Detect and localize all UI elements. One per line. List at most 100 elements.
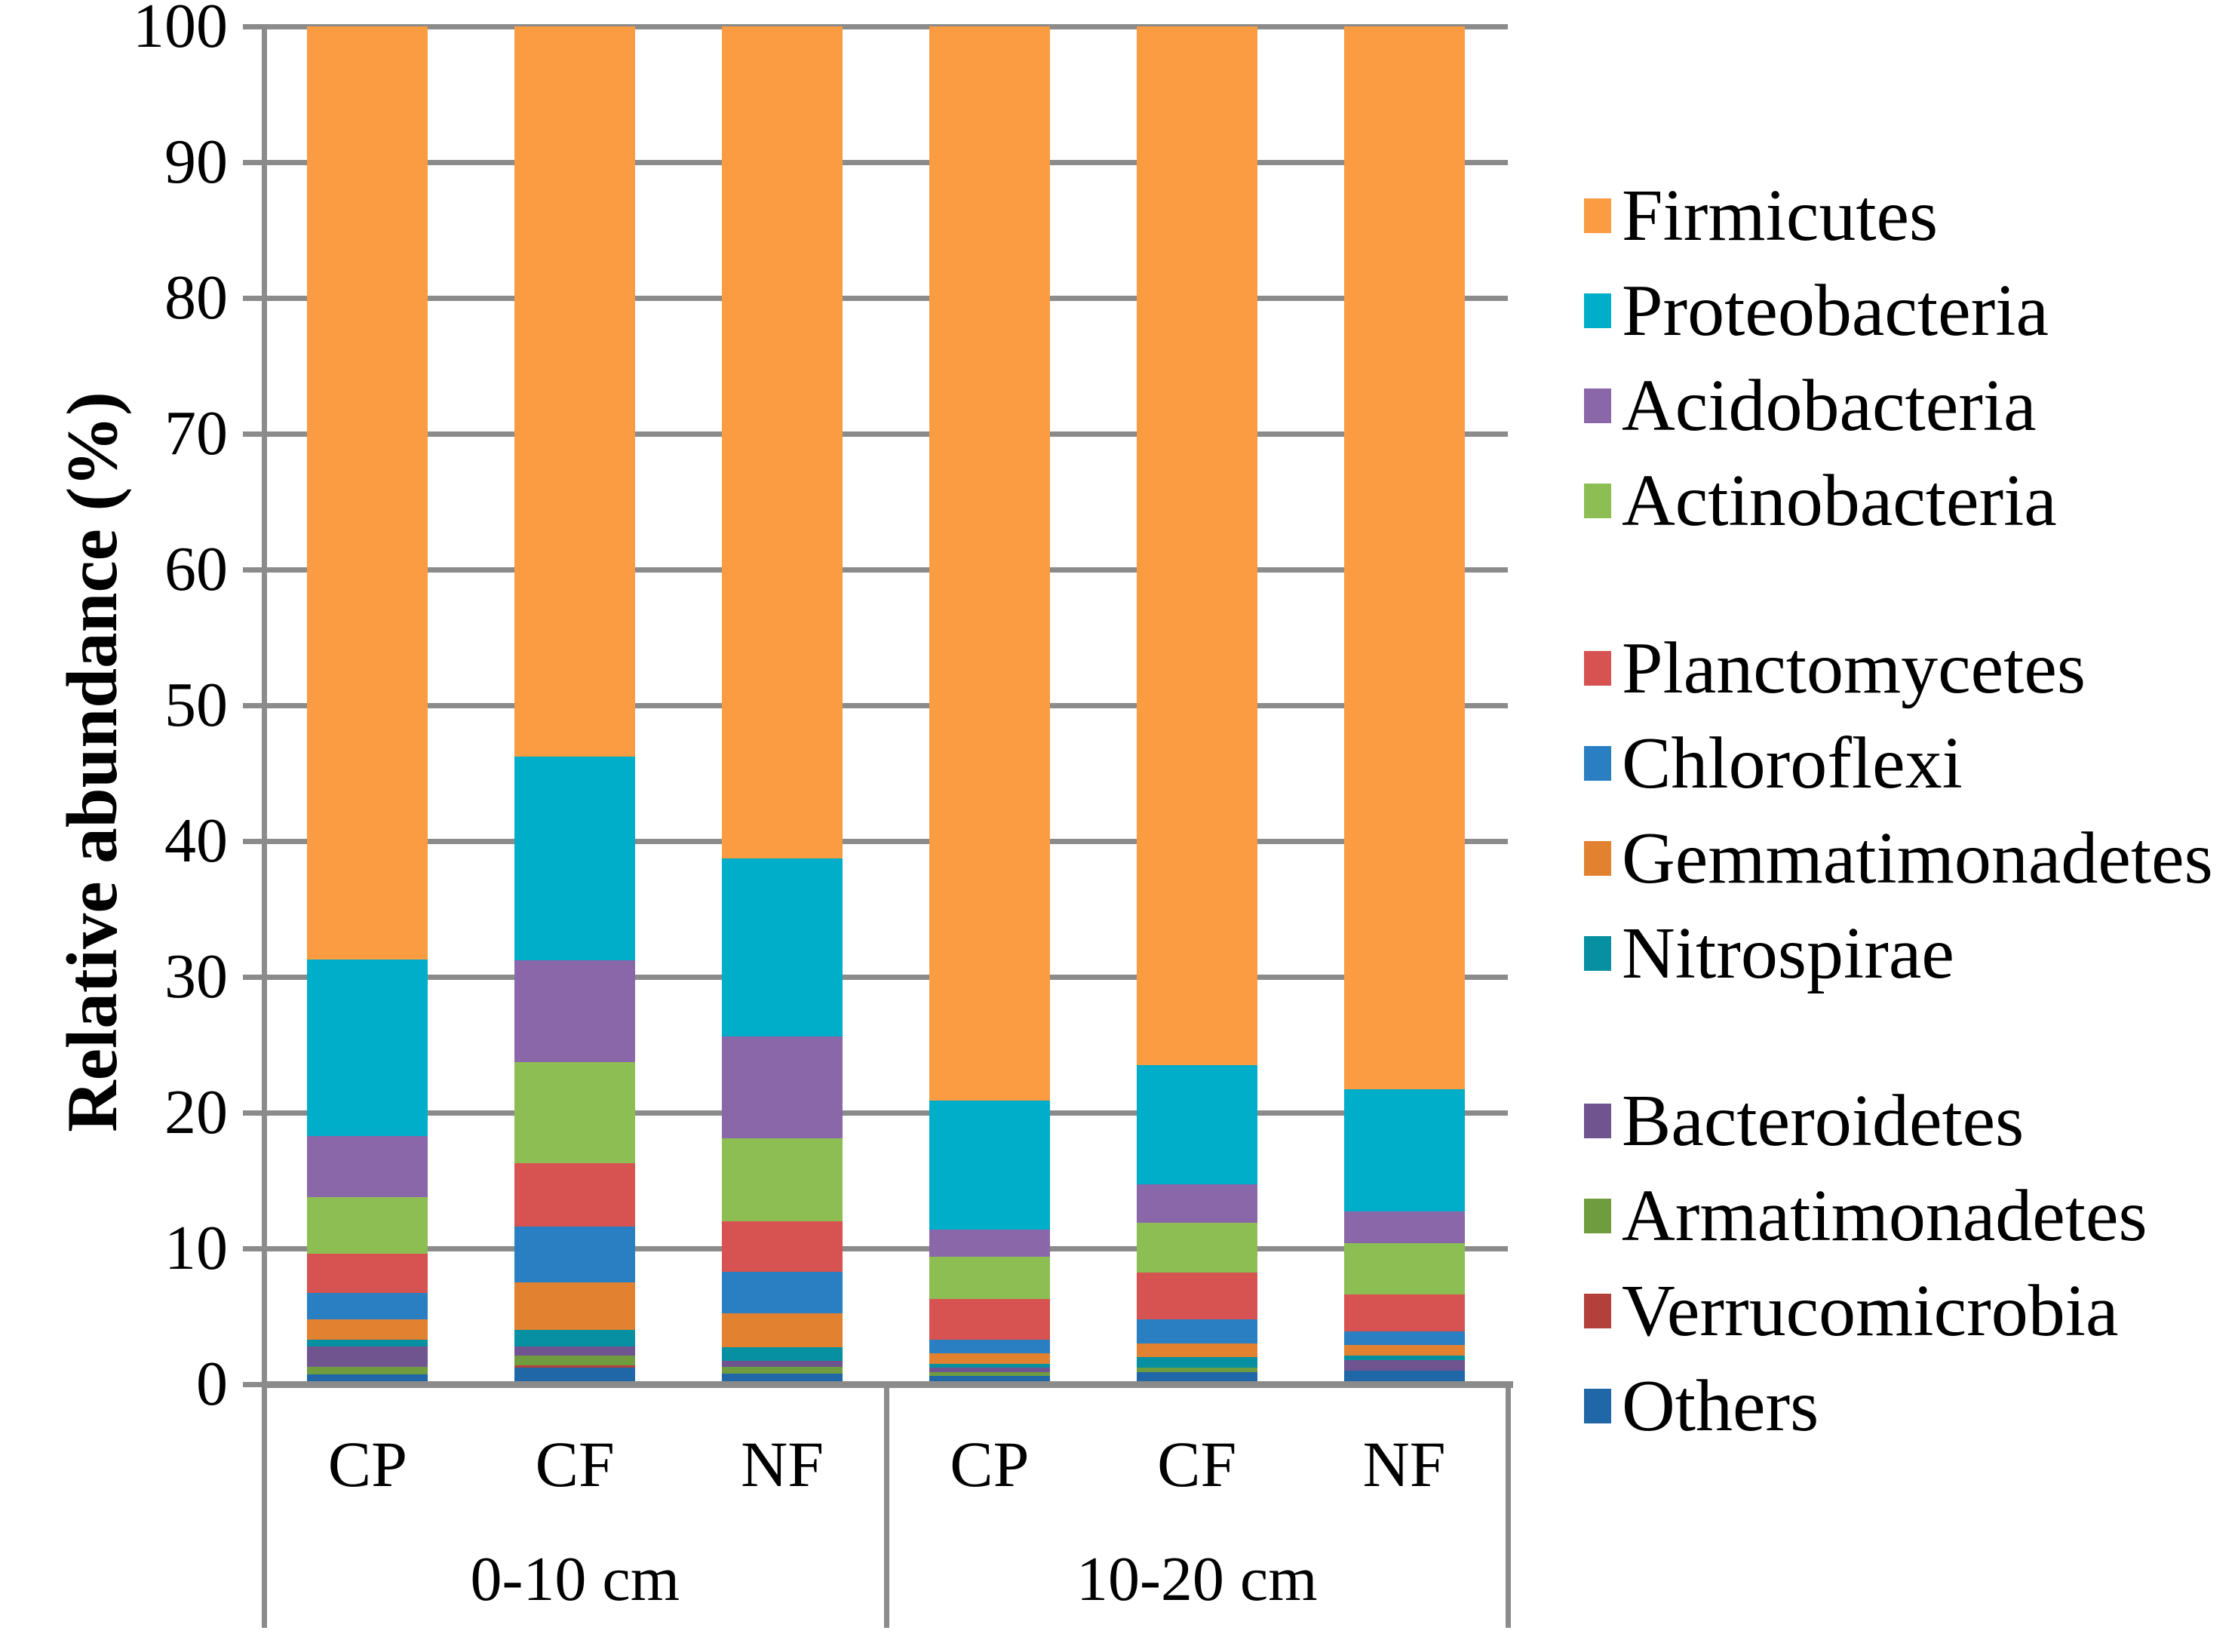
bar-segment-nitrospirae	[1343, 1356, 1465, 1360]
bar-segment-chloroflexi	[1343, 1331, 1465, 1345]
y-tick-mark-90	[243, 160, 266, 165]
legend-label-nitrospirae: Nitrospirae	[1622, 913, 1954, 994]
bar-segment-gemmatimonadetes	[929, 1353, 1050, 1365]
bar-segment-firmicutes	[722, 26, 843, 859]
y-tick-mark-20	[243, 1110, 266, 1116]
separator-line-1	[1506, 1384, 1511, 1628]
y-tick-label-50: 50	[164, 670, 228, 740]
bar-segment-proteobacteria	[722, 858, 843, 1037]
bar-segment-chloroflexi	[929, 1339, 1050, 1353]
bar-segment-armatimonadetes	[929, 1371, 1050, 1377]
legend-swatch-gemmatimonadetes	[1584, 841, 1611, 876]
legend-swatch-others	[1584, 1389, 1611, 1423]
legend-entry-planctomycetes: Planctomycetes	[1584, 621, 2213, 716]
bar-segment-firmicutes	[1136, 26, 1257, 1066]
bar-segment-planctomycetes	[1136, 1273, 1257, 1319]
bar-segment-proteobacteria	[1343, 1089, 1465, 1212]
bar-segment-planctomycetes	[929, 1298, 1050, 1340]
x-category-label-0: CP	[327, 1428, 407, 1500]
legend: Firmicutes Proteobacteria Acidobacteria Act…	[1584, 168, 2213, 1454]
bar-segment-actinobacteria	[1343, 1242, 1465, 1295]
legend-swatch-proteobacteria	[1584, 293, 1611, 328]
bar-segment-bacteroidetes	[514, 1346, 636, 1356]
y-tick-label-90: 90	[164, 127, 228, 197]
bar-segment-planctomycetes	[307, 1254, 428, 1294]
bar-segment-nitrospirae	[307, 1339, 428, 1346]
legend-entry-firmicutes: Firmicutes	[1584, 168, 2213, 263]
y-tick-label-0: 0	[196, 1349, 228, 1419]
legend-label-actinobacteria: Actinobacteria	[1622, 460, 2057, 542]
bar-segment-chloroflexi	[514, 1227, 636, 1283]
legend-swatch-firmicutes	[1584, 198, 1611, 233]
bar-segment-proteobacteria	[307, 959, 428, 1136]
legend-swatch-chloroflexi	[1584, 746, 1611, 781]
y-tick-mark-100	[243, 24, 266, 29]
bar-segment-acidobacteria	[514, 960, 636, 1063]
gridline-90	[264, 160, 1508, 165]
bar-segment-others	[1343, 1371, 1465, 1384]
legend-label-proteobacteria: Proteobacteria	[1622, 270, 2049, 352]
bar-segment-firmicutes	[929, 26, 1050, 1101]
bar-CP-0-10cm	[307, 26, 428, 1384]
y-tick-mark-30	[243, 975, 266, 980]
legend-entry-gemmatimonadetes: Gemmatimonadetes	[1584, 811, 2213, 906]
bar-segment-gemmatimonadetes	[722, 1313, 843, 1348]
legend-swatch-verrucomicrobia	[1584, 1294, 1611, 1328]
x-group-label-10-20cm: 10-20 cm	[1076, 1544, 1318, 1614]
legend-entry-nitrospirae: Nitrospirae	[1584, 906, 2213, 1001]
legend-label-planctomycetes: Planctomycetes	[1622, 628, 2086, 709]
bar-segment-verrucomicrobia	[514, 1365, 636, 1368]
bar-segment-firmicutes	[514, 26, 636, 757]
gridline-60	[264, 567, 1508, 573]
bar-segment-planctomycetes	[722, 1221, 843, 1272]
plot-area	[264, 24, 1508, 1384]
bar-segment-armatimonadetes	[514, 1356, 636, 1365]
bar-segment-acidobacteria	[722, 1036, 843, 1139]
bar-segment-armatimonadetes	[307, 1366, 428, 1375]
gridline-50	[264, 703, 1508, 708]
legend-swatch-planctomycetes	[1584, 651, 1611, 686]
y-tick-label-30: 30	[164, 941, 228, 1012]
gridline-70	[264, 431, 1508, 437]
y-tick-mark-0	[243, 1382, 266, 1387]
bar-segment-bacteroidetes	[307, 1346, 428, 1367]
bar-segment-actinobacteria	[514, 1062, 636, 1163]
bar-segment-chloroflexi	[307, 1293, 428, 1319]
legend-label-chloroflexi: Chloroflexi	[1622, 723, 1963, 804]
bar-segment-gemmatimonadetes	[1136, 1343, 1257, 1358]
y-axis-title: Relative abundance (%)	[52, 392, 132, 1132]
x-category-label-4: CF	[1157, 1428, 1237, 1500]
y-tick-label-60: 60	[164, 534, 228, 604]
legend-entry-verrucomicrobia: Verrucomicrobia	[1584, 1264, 2213, 1359]
bar-segment-nitrospirae	[514, 1330, 636, 1346]
legend-label-others: Others	[1622, 1365, 1819, 1447]
bar-segment-actinobacteria	[722, 1138, 843, 1222]
bar-segment-others	[1136, 1371, 1257, 1384]
bar-NF-10-20cm	[1343, 26, 1465, 1384]
bar-segment-actinobacteria	[1136, 1222, 1257, 1273]
bar-segment-acidobacteria	[929, 1229, 1050, 1257]
bar-CP-10-20cm	[929, 26, 1050, 1384]
legend-entry-bacteroidetes: Bacteroidetes	[1584, 1073, 2213, 1168]
legend-label-armatimonadetes: Armatimonadetes	[1622, 1175, 2147, 1257]
bar-segment-bacteroidetes	[929, 1368, 1050, 1372]
legend-entry-actinobacteria: Actinobacteria	[1584, 453, 2213, 548]
x-axis-line	[262, 1381, 1513, 1388]
bar-segment-firmicutes	[1343, 26, 1465, 1090]
gridline-30	[264, 975, 1508, 980]
bar-segment-proteobacteria	[514, 757, 636, 961]
bar-segment-gemmatimonadetes	[307, 1319, 428, 1340]
x-category-label-1: CF	[535, 1428, 615, 1500]
bar-segment-chloroflexi	[722, 1271, 843, 1314]
legend-label-gemmatimonadetes: Gemmatimonadetes	[1622, 818, 2213, 899]
bar-segment-proteobacteria	[929, 1100, 1050, 1230]
y-tick-label-80: 80	[164, 263, 228, 333]
x-group-label-0-10cm: 0-10 cm	[470, 1544, 680, 1614]
y-tick-label-20: 20	[164, 1077, 228, 1147]
y-tick-mark-60	[243, 567, 266, 573]
y-tick-label-40: 40	[164, 806, 228, 876]
bar-segment-nitrospirae	[1136, 1357, 1257, 1368]
y-axis-line	[262, 26, 267, 1628]
bar-segment-acidobacteria	[1343, 1211, 1465, 1243]
